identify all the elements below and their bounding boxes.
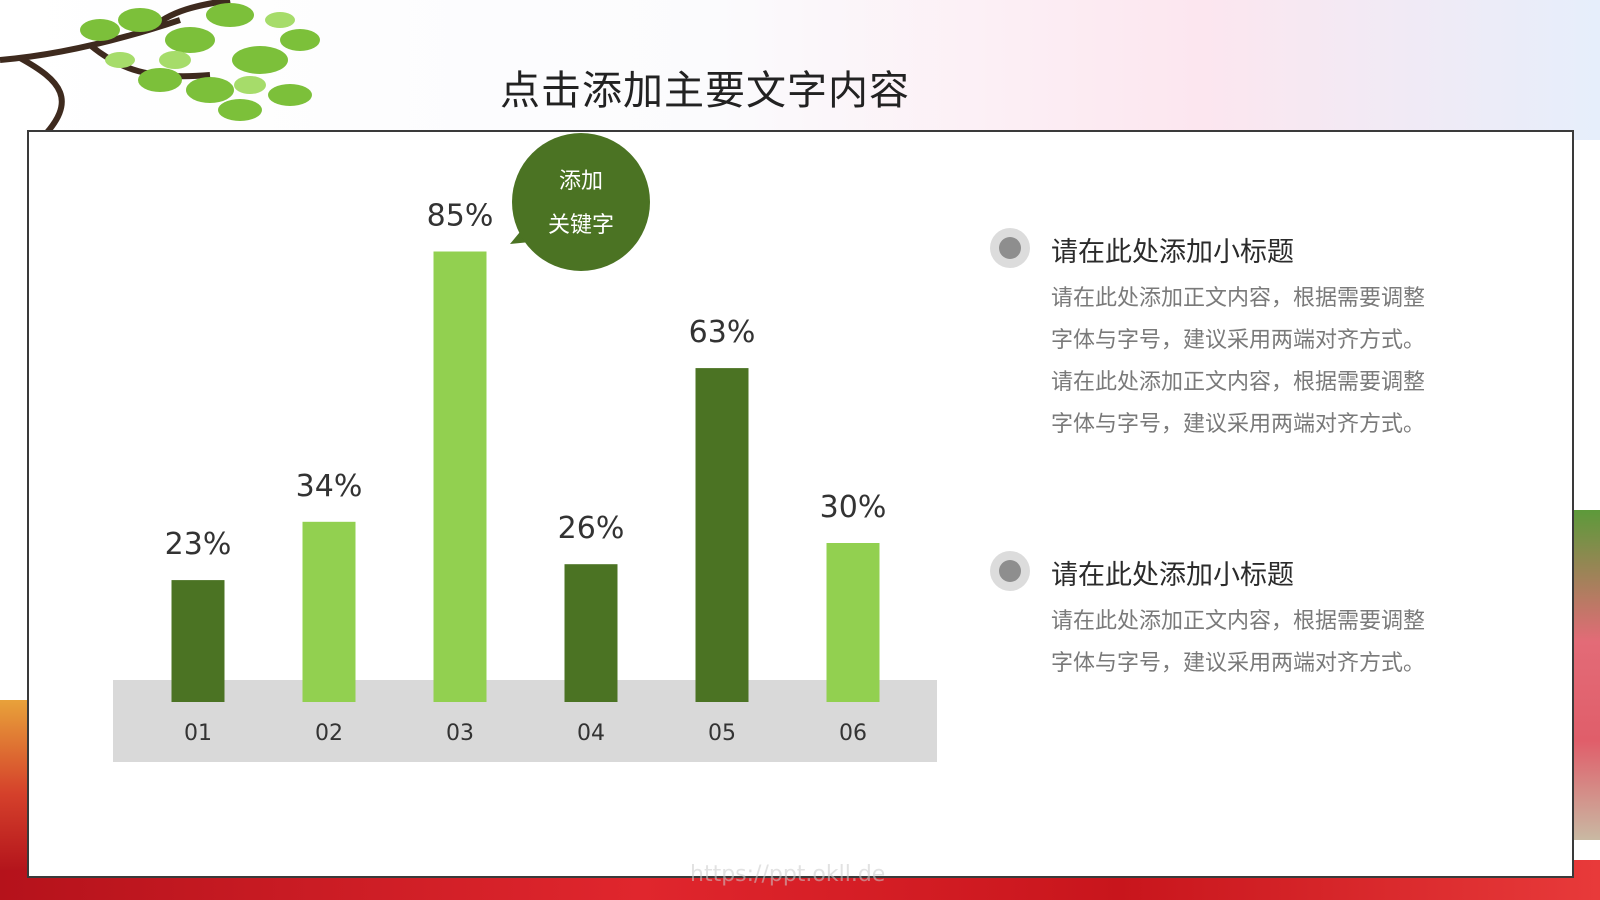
callout-line-1: 添加	[558, 169, 603, 194]
bar-03	[433, 251, 487, 702]
callout-line-2: 关键字	[547, 213, 614, 238]
slide-title: 点击添加主要文字内容	[500, 68, 910, 114]
category-label-06: 06	[839, 721, 867, 746]
category-label-04: 04	[577, 721, 605, 746]
value-label-04: 26%	[558, 511, 625, 546]
category-axis-band	[113, 680, 937, 762]
category-label-05: 05	[708, 721, 736, 746]
bar-02	[302, 521, 356, 702]
watermark: https://ppt.okll.de	[690, 862, 886, 887]
bar-05	[695, 368, 749, 702]
bullet-circle-icon	[990, 228, 1030, 268]
item-subtitle: 请在此处添加小标题	[1051, 237, 1294, 268]
item-body-text: 请在此处添加正文内容，根据需要调整字体与字号，建议采用两端对齐方式。请在此处添加…	[1051, 286, 1426, 437]
category-label-01: 01	[184, 721, 212, 746]
value-label-02: 34%	[296, 469, 363, 504]
bar-06	[826, 543, 880, 702]
value-label-01: 23%	[165, 527, 232, 562]
tree-branch-decoration	[0, 0, 320, 143]
bar-04	[564, 564, 618, 702]
value-label-05: 63%	[689, 315, 756, 350]
bullet-circle-icon	[990, 551, 1030, 591]
category-label-03: 03	[446, 721, 474, 746]
value-label-03: 85%	[427, 199, 494, 234]
category-label-02: 02	[315, 721, 343, 746]
value-label-06: 30%	[820, 490, 887, 525]
bar-01	[171, 580, 225, 702]
keyword-callout: 添加 关键字	[512, 133, 650, 271]
item-body-text: 请在此处添加正文内容，根据需要调整字体与字号，建议采用两端对齐方式。	[1051, 609, 1426, 676]
item-subtitle: 请在此处添加小标题	[1051, 560, 1294, 591]
